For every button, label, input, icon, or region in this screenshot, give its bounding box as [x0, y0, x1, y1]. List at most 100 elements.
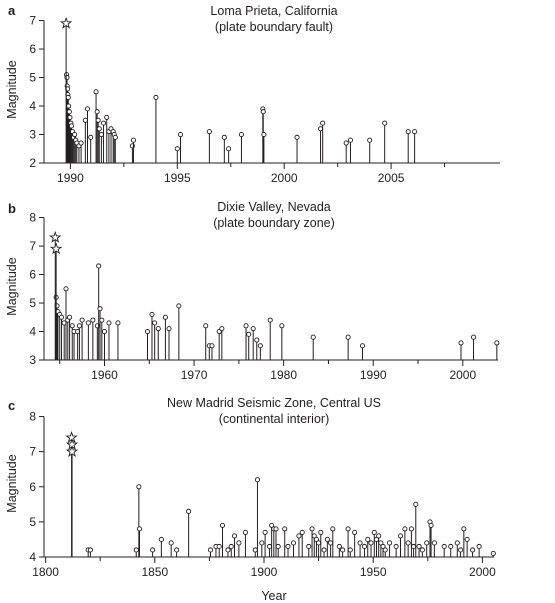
- event-point: [153, 94, 159, 101]
- event-point: [136, 484, 142, 490]
- event-point: [402, 526, 408, 532]
- event-point: [359, 343, 366, 349]
- event-point: [106, 320, 112, 326]
- event-point: [428, 522, 434, 528]
- event-point: [328, 540, 334, 546]
- panel-subtitle: (plate boundary zone): [213, 216, 335, 230]
- event-point: [144, 328, 151, 335]
- event-point: [228, 543, 234, 550]
- x-tick-label: 1970: [181, 368, 208, 382]
- event-point: [136, 526, 143, 532]
- event-point: [324, 536, 330, 542]
- event-point: [279, 323, 285, 329]
- x-tick-label: 1850: [141, 565, 168, 579]
- event-point: [490, 550, 496, 557]
- mainshock-star-icon: [49, 242, 63, 255]
- panel-letter: c: [8, 398, 15, 413]
- event-point: [242, 529, 248, 535]
- y-tick-label: 3: [29, 128, 36, 142]
- x-tick-label: 2005: [378, 171, 405, 185]
- event-point: [416, 543, 422, 550]
- y-tick-label: 8: [29, 211, 36, 225]
- event-point: [66, 109, 72, 115]
- event-point: [470, 547, 476, 553]
- event-point: [206, 129, 212, 135]
- event-point: [267, 317, 273, 323]
- event-point: [66, 103, 72, 109]
- event-point: [259, 540, 265, 546]
- event-point: [266, 543, 273, 550]
- panel-title: New Madrid Seismic Zone, Central US: [167, 396, 381, 410]
- event-point: [250, 326, 256, 332]
- event-point: [343, 140, 349, 146]
- event-point: [441, 543, 447, 550]
- event-point: [316, 540, 322, 546]
- event-point: [150, 547, 156, 553]
- event-point: [311, 533, 317, 539]
- event-point: [347, 137, 354, 143]
- event-point: [67, 314, 73, 320]
- y-tick-label: 6: [29, 42, 36, 56]
- event-point: [382, 120, 388, 126]
- event-point: [260, 109, 266, 115]
- event-point: [63, 286, 69, 292]
- event-point: [98, 131, 104, 138]
- panel-b: b Dixie Valley, Nevada (plate boundary zon…: [5, 200, 500, 382]
- x-axis-label: Year: [261, 589, 286, 603]
- event-point: [365, 536, 371, 542]
- event-point: [306, 543, 312, 550]
- event-point: [380, 543, 386, 550]
- event-point: [68, 123, 75, 129]
- event-point: [368, 540, 374, 546]
- event-point: [376, 533, 382, 539]
- mainshock-star-icon: [65, 445, 79, 457]
- x-tick-label: 2000: [469, 565, 496, 579]
- event-point: [309, 526, 315, 532]
- event-point: [97, 306, 103, 312]
- y-tick-label: 4: [29, 325, 36, 339]
- panel-letter: a: [8, 3, 16, 18]
- event-point: [275, 543, 281, 550]
- mainshock-star-icon: [49, 230, 62, 243]
- event-point: [321, 547, 327, 553]
- event-point: [371, 529, 377, 535]
- x-tick-label: 1950: [360, 565, 387, 579]
- event-point: [419, 547, 425, 553]
- event-point: [78, 140, 84, 146]
- event-point: [313, 536, 319, 542]
- x-tick-label: 2000: [271, 171, 298, 185]
- event-point: [94, 109, 100, 115]
- y-tick-label: 8: [29, 410, 36, 424]
- x-tick-label: 1990: [360, 368, 387, 382]
- event-point: [336, 543, 342, 550]
- y-tick-label: 5: [29, 515, 36, 529]
- event-point: [231, 533, 238, 539]
- y-tick-label: 5: [29, 296, 36, 310]
- y-tick-label: 7: [29, 445, 36, 459]
- panel-a: a Loma Prieta, California (plate boundary …: [5, 3, 500, 185]
- event-point: [294, 134, 300, 140]
- event-point: [347, 547, 353, 553]
- panel-subtitle: (plate boundary fault): [215, 20, 333, 34]
- event-point: [254, 477, 260, 483]
- event-point: [67, 114, 73, 120]
- event-point: [96, 263, 102, 269]
- x-tick-label: 1960: [91, 368, 118, 382]
- event-point: [285, 543, 291, 550]
- event-point: [367, 137, 373, 143]
- event-point: [494, 340, 500, 346]
- event-point: [320, 120, 326, 126]
- event-point: [76, 323, 82, 329]
- x-tick-label: 1980: [270, 368, 297, 382]
- event-point: [64, 74, 70, 81]
- event-point: [340, 547, 346, 553]
- event-point: [454, 540, 460, 546]
- event-point: [405, 540, 411, 546]
- event-point: [85, 320, 91, 326]
- event-point: [112, 134, 118, 140]
- event-point: [219, 522, 226, 528]
- event-point: [174, 146, 180, 152]
- y-tick-label: 6: [29, 268, 36, 282]
- event-point: [236, 540, 242, 546]
